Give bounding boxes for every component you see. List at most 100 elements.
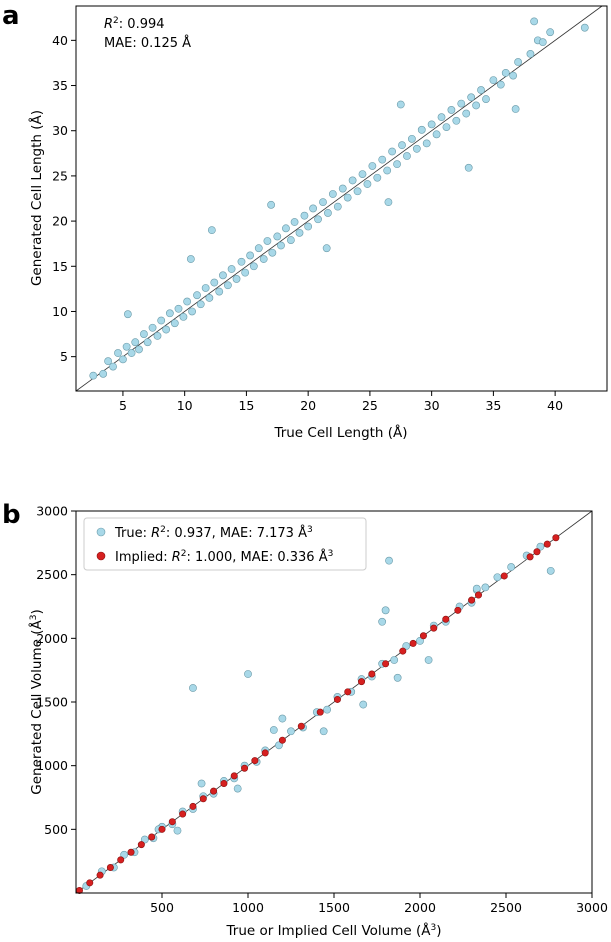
y-tick-label: 2500 [36, 567, 68, 582]
implied-point [419, 632, 427, 640]
data-point [282, 224, 290, 233]
data-point [273, 232, 282, 241]
data-point [186, 255, 195, 263]
data-point [442, 123, 451, 132]
implied-point [474, 591, 482, 599]
true-point [536, 542, 545, 551]
data-point [135, 345, 143, 354]
data-point [201, 284, 210, 292]
implied-point [168, 818, 176, 826]
data-point [153, 331, 162, 340]
true-point [390, 656, 399, 664]
data-point [174, 304, 183, 313]
panel-b-legend-box [83, 517, 367, 571]
true-point [359, 700, 368, 709]
data-point [333, 202, 342, 211]
true-point [140, 835, 149, 844]
implied-point [241, 764, 249, 772]
implied-point [278, 736, 286, 744]
true-point [189, 684, 197, 692]
true-point [287, 727, 295, 736]
true-point [319, 727, 328, 736]
x-tick-label: 1000 [232, 900, 264, 915]
panel-b-x-axis-title-sup: 3 [430, 923, 436, 933]
data-point [472, 101, 481, 110]
data-point [378, 155, 387, 164]
data-point [219, 271, 227, 280]
y-tick-label: 15 [52, 259, 68, 274]
data-point [467, 93, 476, 102]
implied-point [297, 722, 305, 730]
data-point [89, 371, 98, 380]
panel-b-x-axis-title: True or Implied Cell Volume (Å3) [226, 922, 442, 939]
legend-implied-stats: : 1.000, MAE: 0.336 Å [187, 549, 328, 565]
data-point [489, 76, 498, 85]
data-point [580, 23, 589, 32]
legend-implied-unit-sup: 3 [328, 549, 334, 559]
data-point [530, 17, 539, 26]
panel-a-points [89, 17, 589, 380]
y-tick-label: 1500 [36, 695, 68, 710]
data-point [319, 198, 327, 207]
data-point [452, 116, 461, 125]
data-point [462, 109, 471, 118]
x-tick-label: 25 [362, 398, 378, 413]
implied-point [533, 548, 541, 556]
data-point [127, 349, 136, 357]
data-point [412, 144, 421, 153]
data-point [509, 71, 518, 80]
data-point [183, 297, 192, 306]
panel-b-cell-volume: b 500 1000 1500 2000 2500 3000 500 1000 1500 2000… [2, 500, 608, 939]
data-point [511, 105, 520, 113]
y-tick-label: 1000 [36, 758, 68, 773]
data-point [104, 357, 113, 366]
y-tick-label: 5 [60, 349, 68, 364]
x-tick-label: 35 [485, 398, 501, 413]
implied-point [199, 795, 207, 803]
panel-a-r2-symbol: R [104, 17, 113, 32]
x-tick-label: 30 [424, 398, 440, 413]
data-point [193, 291, 201, 300]
data-point [309, 204, 317, 213]
y-tick-label: 30 [52, 123, 68, 138]
legend-true-stats: : 0.937, MAE: 7.173 Å [166, 525, 307, 541]
implied-point [117, 856, 125, 864]
true-point [378, 617, 387, 626]
data-point [396, 100, 405, 109]
data-point [447, 106, 456, 114]
panel-b-x-axis-title-main: True or Implied Cell Volume (Å [226, 922, 432, 939]
data-point [215, 287, 224, 296]
implied-point [251, 757, 259, 765]
panel-b-y-axis-title-sup: 3 [29, 615, 39, 621]
y-tick-label: 35 [52, 78, 68, 93]
data-point [373, 173, 382, 182]
true-point [323, 705, 332, 714]
legend-implied-prefix: Implied: [115, 550, 172, 565]
data-point [267, 200, 276, 209]
implied-point [344, 688, 352, 696]
implied-point [543, 540, 551, 548]
data-point [384, 198, 393, 207]
true-point [275, 741, 283, 750]
y-tick-label: 10 [52, 304, 68, 319]
data-point [109, 362, 117, 371]
true-point [424, 656, 433, 664]
y-tick-label: 20 [52, 214, 68, 229]
panel-a-ticks: 5 10 15 20 25 30 35 40 5 10 15 20 25 30 35 40 [52, 33, 563, 413]
true-point [197, 779, 206, 788]
data-point [388, 147, 397, 156]
data-point [477, 86, 485, 94]
x-tick-label: 2500 [490, 900, 522, 915]
data-point [422, 139, 431, 148]
legend-implied-label: Implied: R2: 1.000, MAE: 0.336 Å3 [115, 549, 333, 565]
true-point [269, 726, 278, 734]
implied-point [382, 660, 390, 668]
data-point [338, 184, 347, 193]
data-point [114, 349, 122, 357]
panel-a-r2-annotation: R2: 0.994 [104, 16, 165, 32]
data-point [324, 209, 332, 217]
panel-b-label: b [2, 500, 21, 530]
data-point [398, 141, 406, 150]
implied-point [368, 670, 376, 678]
